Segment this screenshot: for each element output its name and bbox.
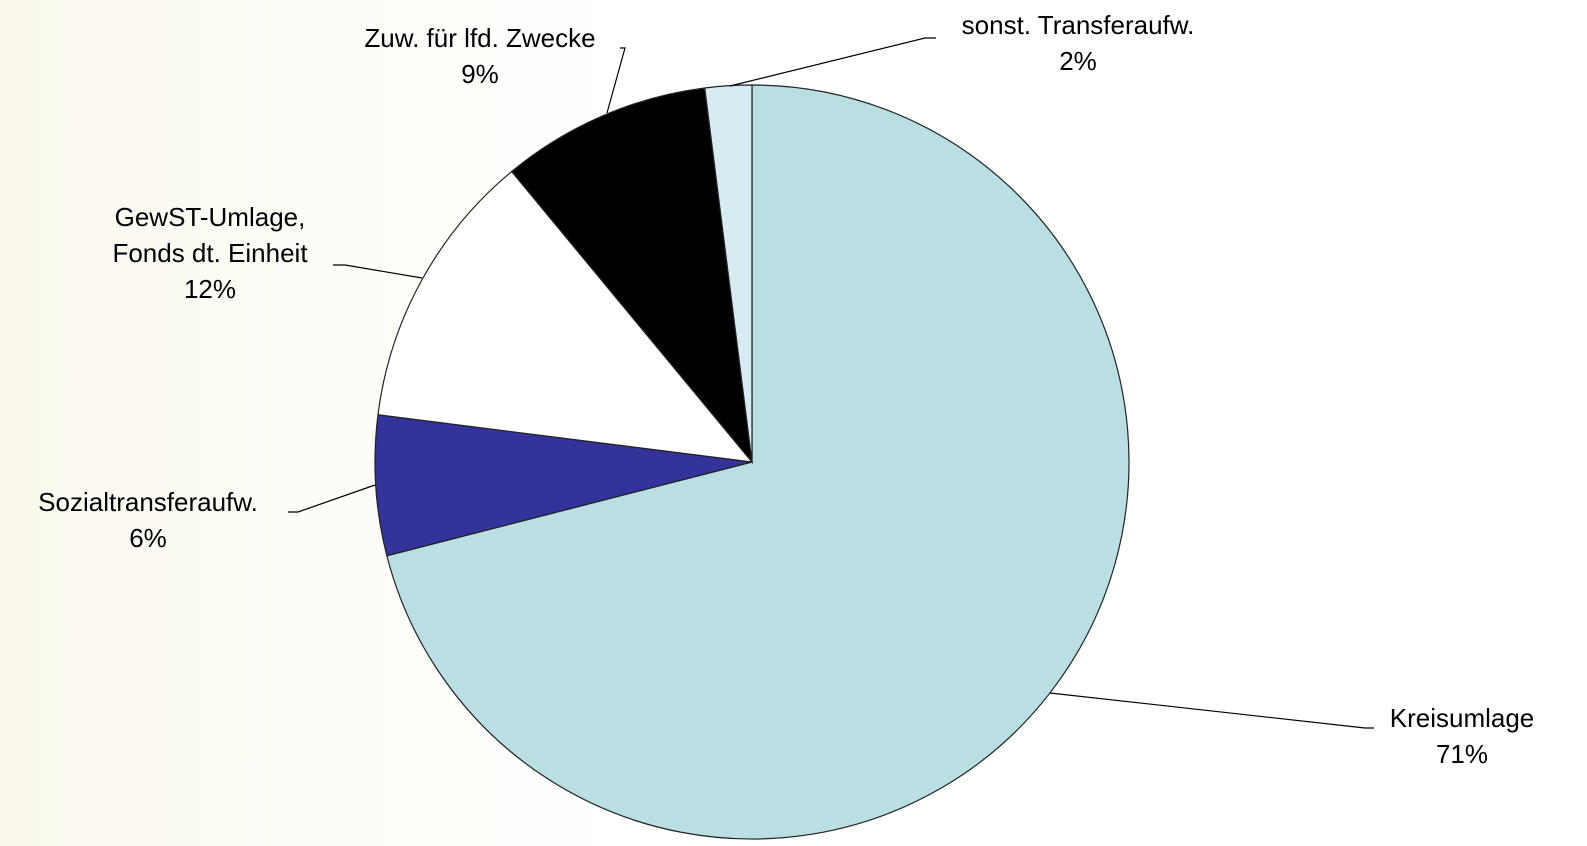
pie-slice (704, 84, 753, 463)
leader-line (1049, 692, 1374, 729)
value-label: 12% (183, 274, 237, 304)
leader-line (288, 484, 376, 513)
category-label: Zuw. für lfd. Zwecke (364, 23, 596, 53)
pie-slice (510, 87, 753, 464)
pie-slice (377, 170, 754, 463)
data-label: sonst. Transferaufw. 2% (962, 7, 1195, 79)
pie-slice (374, 414, 753, 557)
value-label: 6% (129, 523, 167, 553)
value-label: 2% (1059, 46, 1097, 76)
pie-slice (386, 84, 1130, 840)
value-label: 71% (1435, 739, 1489, 769)
category-label: Kreisumlage (1389, 703, 1535, 733)
data-label: Sozialtransferaufw. 6% (38, 484, 258, 556)
data-label: GewST-Umlage, Fonds dt. Einheit 12% (112, 199, 307, 307)
leader-line (729, 37, 936, 87)
category-label: sonst. Transferaufw. (961, 10, 1195, 40)
data-label: Zuw. für lfd. Zwecke 9% (364, 20, 595, 92)
leader-line (333, 264, 423, 279)
value-label: 9% (461, 59, 499, 89)
data-label: Kreisumlage 71% (1390, 700, 1535, 772)
leader-line (606, 47, 626, 114)
category-label: GewST-Umlage, Fonds dt. Einheit (112, 202, 308, 268)
category-label: Sozialtransferaufw. (38, 487, 258, 517)
